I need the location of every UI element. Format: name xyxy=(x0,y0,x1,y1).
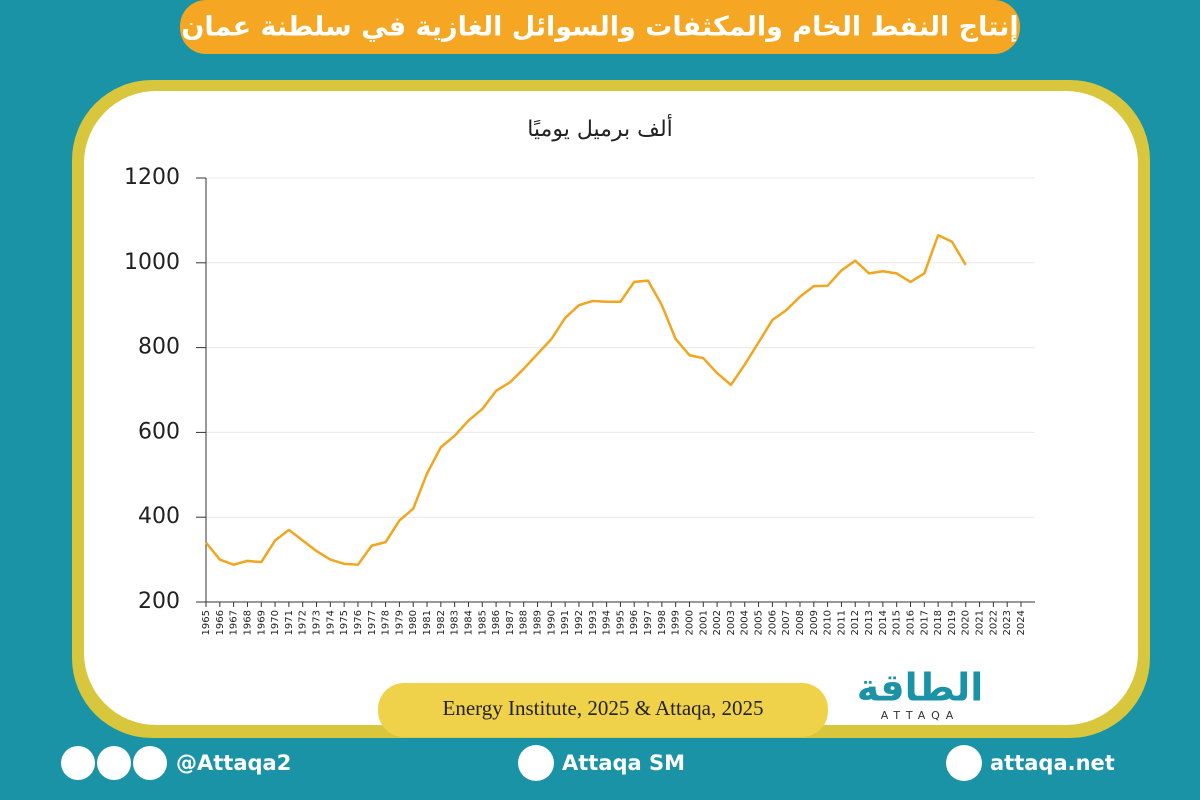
x-tick-label: 1975 xyxy=(339,610,350,635)
x-tick-label: 1965 xyxy=(201,610,212,635)
x-tick-label: 1979 xyxy=(394,610,405,635)
x-tick-label: 2010 xyxy=(823,610,834,635)
x-tick-label: 2024 xyxy=(1016,610,1027,635)
x-tick-label: 1971 xyxy=(284,610,295,635)
x-tick-label: 1989 xyxy=(533,610,544,635)
card xyxy=(84,91,1138,725)
x-tick-label: 2008 xyxy=(795,610,806,635)
x-tick-label: 1974 xyxy=(325,610,336,635)
x-tick-label: 2014 xyxy=(878,610,889,635)
x-tick-label: 1970 xyxy=(270,610,281,635)
x-tick-label: 2016 xyxy=(905,610,916,635)
x-tick-label: 1995 xyxy=(615,610,626,635)
x-tick-label: 1967 xyxy=(229,610,240,635)
x-tick-label: 2017 xyxy=(919,610,930,635)
x-tick-label: 1999 xyxy=(671,610,682,635)
x-tick-label: 2022 xyxy=(988,610,999,635)
x-tick-label: 2001 xyxy=(698,610,709,635)
logo: الطاقة xyxy=(857,666,984,710)
x-tick-label: 2021 xyxy=(975,610,986,635)
x-tick-label: 1994 xyxy=(602,610,613,635)
source-box xyxy=(378,683,828,737)
y-unit: ألف برميل يوميًا xyxy=(527,114,673,142)
x-tick-label: 1986 xyxy=(491,610,502,635)
x-tick-label: 2000 xyxy=(684,610,695,635)
x-tick-label: 1998 xyxy=(657,610,668,635)
x-tick-label: 2003 xyxy=(726,610,737,635)
source: Energy Institute, 2025 & Attaqa, 2025 xyxy=(443,696,764,720)
y-tick-label: 800 xyxy=(138,335,180,360)
x-tick-label: 2009 xyxy=(809,610,820,635)
x-tick-label: 2004 xyxy=(740,610,751,635)
x-tick-label: 2006 xyxy=(767,610,778,635)
x-tick-label: 1985 xyxy=(477,610,488,635)
x-tick-label: 2019 xyxy=(947,610,958,635)
channel: Attaqa SM xyxy=(562,751,685,775)
x-tick-label: 1987 xyxy=(505,610,516,635)
x-tick-label: 2011 xyxy=(836,610,847,635)
title-banner xyxy=(180,0,1020,54)
x-tick-label: 1982 xyxy=(436,610,447,635)
x-tick-label: 2005 xyxy=(754,610,765,635)
y-tick-label: 400 xyxy=(138,504,180,529)
site: attaqa.net xyxy=(990,751,1115,775)
icon-facebook[interactable] xyxy=(133,746,167,780)
x-tick-label: 2018 xyxy=(933,610,944,635)
logo-latin: ATTAQA xyxy=(881,709,960,722)
icon-x[interactable] xyxy=(61,746,95,780)
x-tick-label: 1997 xyxy=(643,610,654,635)
x-tick-label: 1978 xyxy=(381,610,392,635)
x-tick-label: 1973 xyxy=(312,610,323,635)
x-tick-label: 1980 xyxy=(408,610,419,635)
x-tick-label: 1984 xyxy=(463,610,474,635)
x-tick-label: 2007 xyxy=(781,610,792,635)
x-tick-label: 2012 xyxy=(850,610,861,635)
x-tick-label: 2015 xyxy=(892,610,903,635)
x-tick-label: 1996 xyxy=(629,610,640,635)
icon-instagram[interactable] xyxy=(97,746,131,780)
y-tick-label: 1000 xyxy=(124,250,180,275)
x-tick-label: 2020 xyxy=(961,610,972,635)
x-tick-label: 1966 xyxy=(215,610,226,635)
x-tick-label: 1993 xyxy=(588,610,599,635)
x-tick-label: 1969 xyxy=(256,610,267,635)
x-tick-label: 1977 xyxy=(367,610,378,635)
x-tick-label: 1981 xyxy=(422,610,433,635)
y-tick-label: 1200 xyxy=(124,165,180,190)
icon-youtube[interactable] xyxy=(518,745,554,781)
x-tick-label: 2013 xyxy=(864,610,875,635)
y-tick-label: 200 xyxy=(138,589,180,614)
x-tick-label: 1968 xyxy=(242,610,253,635)
x-tick-label: 1991 xyxy=(560,610,571,635)
x-tick-label: 1976 xyxy=(353,610,364,635)
x-tick-label: 1972 xyxy=(298,610,309,635)
icon-web[interactable] xyxy=(946,745,982,781)
x-tick-label: 1988 xyxy=(519,610,530,635)
x-tick-label: 1990 xyxy=(546,610,557,635)
y-tick-label: 600 xyxy=(138,419,180,444)
x-tick-label: 2023 xyxy=(1002,610,1013,635)
x-tick-label: 1983 xyxy=(450,610,461,635)
data-line xyxy=(205,233,967,566)
chart-title: إنتاج النفط الخام والمكثفات والسوائل الغ… xyxy=(181,12,1018,43)
x-tick-label: 2002 xyxy=(712,610,723,635)
x-tick-label: 1992 xyxy=(574,610,585,635)
handle: @Attaqa2 xyxy=(176,751,291,775)
